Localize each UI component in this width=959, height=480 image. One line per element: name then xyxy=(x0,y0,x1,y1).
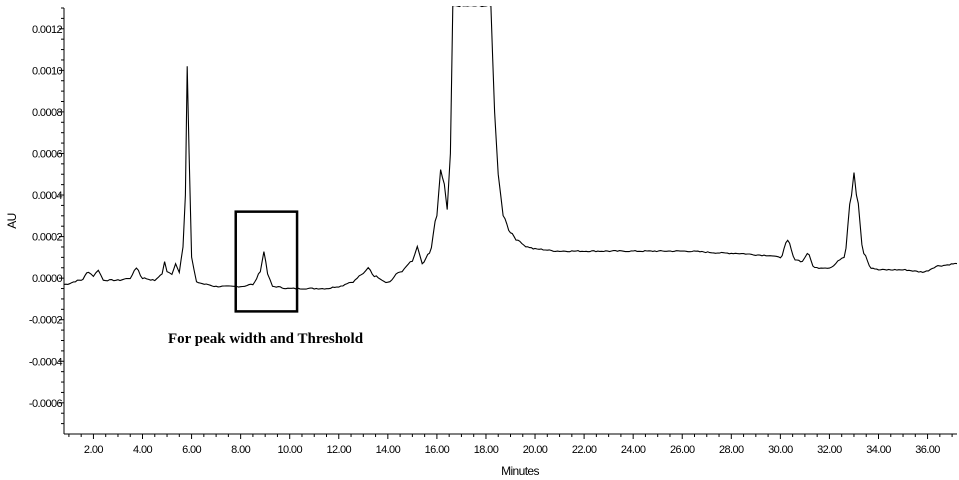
x-tick-label: 14.00 xyxy=(376,444,401,456)
x-tick-label: 16.00 xyxy=(425,444,450,456)
x-tick-label: 12.00 xyxy=(327,444,352,456)
x-axis-ticks: 2.00 4.00 6.00 8.00 10.00 12.00 14.00 16.00 18.0… xyxy=(68,434,953,456)
y-tick-label: 0.0012 xyxy=(32,24,63,36)
y-tick-label: -0.0004 xyxy=(29,356,63,368)
x-tick-label: 24.00 xyxy=(621,444,646,456)
series-line-0 xyxy=(64,6,957,290)
x-tick-label: 30.00 xyxy=(768,444,793,456)
axes xyxy=(63,8,957,435)
x-axis-title: Minutes xyxy=(501,464,539,478)
y-tick-label: -0.0002 xyxy=(29,315,63,327)
annotation-text: For peak width and Threshold xyxy=(168,331,364,347)
x-tick-label: 18.00 xyxy=(474,444,499,456)
x-tick-label: 2.00 xyxy=(84,444,103,456)
annotation-box xyxy=(234,210,299,313)
x-tick-label: 8.00 xyxy=(231,444,250,456)
series-group xyxy=(64,6,957,290)
x-tick-label: 34.00 xyxy=(866,444,891,456)
y-tick-label: 0.0008 xyxy=(32,107,63,119)
x-tick-label: 4.00 xyxy=(133,444,152,456)
x-tick-label: 36.00 xyxy=(915,444,940,456)
y-tick-label: -0.0006 xyxy=(29,398,63,410)
x-tick-label: 22.00 xyxy=(572,444,597,456)
x-tick-label: 6.00 xyxy=(182,444,201,456)
x-tick-label: 28.00 xyxy=(719,444,744,456)
y-tick-label: 0.0004 xyxy=(32,190,63,202)
y-tick-label: 0.0002 xyxy=(32,232,63,244)
y-axis-title: AU xyxy=(5,213,19,228)
x-tick-label: 10.00 xyxy=(277,444,302,456)
y-tick-label: 0.0006 xyxy=(32,148,63,160)
y-tick-label: 0.0000 xyxy=(32,273,63,285)
x-tick-label: 26.00 xyxy=(670,444,695,456)
annotation-group: For peak width and Threshold xyxy=(168,210,364,347)
y-tick-label: 0.0010 xyxy=(32,65,63,77)
x-tick-label: 32.00 xyxy=(817,444,842,456)
x-tick-label: 20.00 xyxy=(523,444,548,456)
y-axis-ticks: -0.0006 -0.0004 -0.0002 0.0000 0.0002 0.0004 0… xyxy=(29,7,64,425)
